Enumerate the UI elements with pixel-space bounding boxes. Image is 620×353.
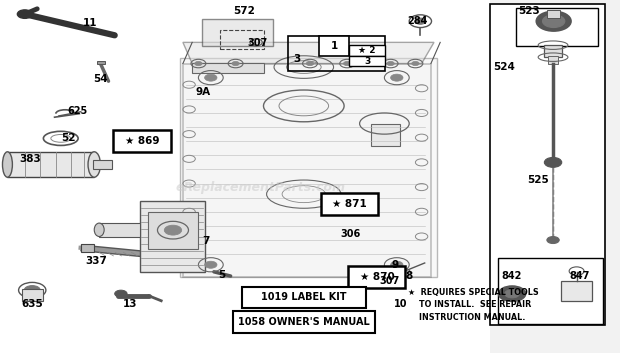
Circle shape [115, 290, 127, 297]
Text: 524: 524 [493, 62, 515, 72]
Circle shape [536, 11, 571, 31]
Circle shape [306, 61, 314, 66]
Ellipse shape [2, 152, 12, 177]
Circle shape [205, 74, 217, 81]
Text: 847: 847 [570, 271, 590, 281]
Circle shape [505, 289, 520, 298]
Circle shape [544, 157, 562, 167]
Bar [183, 64, 431, 277]
Text: 625: 625 [68, 106, 87, 116]
Bar [97, 61, 105, 64]
Ellipse shape [94, 223, 104, 237]
Bar [547, 10, 560, 18]
Bar [113, 130, 170, 152]
Text: 7: 7 [202, 237, 210, 246]
Text: 8: 8 [405, 271, 413, 281]
Bar [288, 36, 385, 71]
Bar [516, 8, 598, 46]
Text: 54: 54 [93, 74, 108, 84]
Bar [0, 0, 490, 353]
Circle shape [391, 74, 403, 81]
Text: ★  REQUIRES SPECIAL TOOLS
    TO INSTALL.  SEE REPAIR
    INSTRUCTION MANUAL.: ★ REQUIRES SPECIAL TOOLS TO INSTALL. SEE… [408, 288, 539, 322]
Text: 284: 284 [407, 16, 427, 26]
Text: ★ 871: ★ 871 [332, 199, 367, 209]
Bar [242, 287, 366, 308]
Bar [371, 124, 400, 146]
Bar [349, 45, 385, 56]
Circle shape [195, 61, 202, 66]
Text: ★ 869: ★ 869 [125, 136, 159, 146]
Circle shape [17, 10, 32, 18]
Text: 307: 307 [247, 38, 267, 48]
Circle shape [547, 237, 559, 244]
Text: 3: 3 [364, 56, 370, 66]
Circle shape [205, 261, 217, 268]
Bar [7, 152, 94, 177]
Bar [561, 281, 592, 301]
Text: ★ 870: ★ 870 [360, 272, 394, 282]
Text: 3: 3 [293, 54, 301, 64]
Text: 383: 383 [19, 154, 41, 164]
Text: 307: 307 [379, 276, 399, 286]
Bar [498, 258, 603, 324]
Circle shape [232, 61, 239, 66]
Text: 11: 11 [82, 18, 97, 28]
Circle shape [24, 286, 40, 295]
Bar [232, 311, 375, 333]
Text: 306: 306 [340, 229, 360, 239]
Bar [348, 266, 405, 288]
Bar [140, 201, 205, 272]
Bar [22, 289, 43, 301]
Text: 9A: 9A [196, 88, 211, 97]
Text: 10: 10 [394, 299, 408, 309]
Bar [148, 212, 198, 249]
Bar [490, 4, 604, 325]
Circle shape [387, 61, 394, 66]
Text: 1: 1 [330, 41, 338, 51]
Circle shape [164, 225, 182, 235]
Text: 337: 337 [85, 256, 107, 266]
Text: 5: 5 [218, 270, 226, 280]
Bar [180, 58, 437, 277]
Ellipse shape [88, 152, 100, 177]
Bar [548, 56, 558, 64]
Text: eReplacementParts.com: eReplacementParts.com [175, 181, 345, 193]
Text: 842: 842 [502, 271, 521, 281]
Bar [93, 160, 112, 169]
Bar [192, 63, 264, 73]
Bar [202, 19, 273, 46]
Text: 635: 635 [21, 299, 43, 309]
Text: 572: 572 [232, 6, 255, 16]
Text: ★ 2: ★ 2 [358, 46, 376, 55]
Circle shape [415, 18, 426, 24]
Bar [319, 36, 349, 56]
Text: 525: 525 [527, 175, 549, 185]
Polygon shape [183, 42, 434, 64]
Bar [321, 193, 378, 215]
Circle shape [412, 61, 419, 66]
Bar [81, 244, 94, 252]
Bar [220, 30, 264, 49]
Circle shape [391, 261, 403, 268]
Circle shape [343, 61, 351, 66]
Text: 52: 52 [61, 133, 76, 143]
Bar [349, 56, 385, 66]
Text: 13: 13 [123, 299, 138, 309]
Bar [544, 45, 562, 57]
Circle shape [542, 15, 565, 28]
Bar [99, 223, 140, 237]
Text: 1058 OWNER'S MANUAL: 1058 OWNER'S MANUAL [238, 317, 370, 327]
Text: 523: 523 [518, 6, 541, 16]
Circle shape [498, 286, 526, 301]
Text: 1019 LABEL KIT: 1019 LABEL KIT [261, 292, 347, 302]
Text: 9: 9 [391, 261, 399, 270]
